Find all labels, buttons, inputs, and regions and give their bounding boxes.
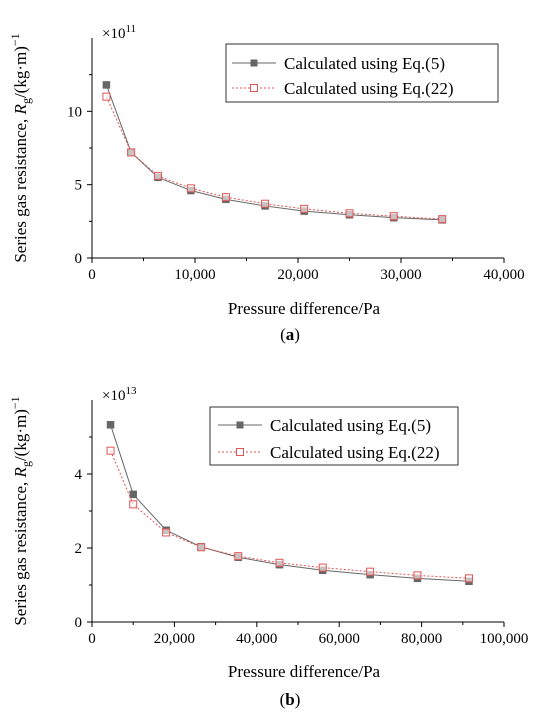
y-label-symbol: R [11,466,30,478]
x-tick-label: 0 [88,631,96,647]
x-axis-label: Pressure difference/Pa [228,299,381,318]
y-label-superscript: −1 [8,396,22,409]
y-tick-label: 0 [75,251,83,267]
data-point-series-2 [127,148,136,157]
data-point-series-2 [464,574,473,583]
data-point-series-1 [129,490,137,499]
x-tick-label: 40,000 [483,267,524,283]
data-point-series-2 [153,171,162,180]
axis-multiplier: ×1011 [102,23,136,42]
legend-marker-1 [250,59,258,67]
panel-label-close: ) [294,325,300,344]
x-axis-label: Pressure difference/Pa [228,662,381,681]
data-point-series-1 [102,81,111,89]
panel-label-close: ) [295,690,301,709]
series-line-2 [105,96,443,220]
multiplier-exponent: 13 [125,385,137,397]
legend-label-2: Calculated using Eq.(22) [270,443,440,462]
data-point-series-2 [261,199,270,208]
data-point-series-2 [275,558,284,567]
y-label-symbol: R [11,103,30,115]
x-tick-label: 30,000 [380,267,421,283]
panel-label-letter: b [285,690,294,709]
y-label-subscript: g [19,461,33,467]
x-tick-label: 0 [88,267,96,283]
chart-panel-a: 0 10,000 20,000 30,000 40,000 0 5 10 ×1011 Pressu… [8,23,525,344]
legend-label-1: Calculated using Eq.(5) [270,416,431,435]
data-point-series-1 [106,421,115,429]
y-axis-label: Series gas resistance, Rg/(kg·m)−1 [8,396,33,625]
x-tick-label: 60,000 [319,631,360,647]
y-tick-label: 4 [75,467,83,483]
data-point-series-2 [102,92,111,101]
data-point-series-2 [186,184,195,193]
panel-label-open: ( [280,325,286,344]
x-tick-label: 20,000 [154,631,195,647]
data-point-series-2 [438,215,447,224]
data-point-series-2 [413,571,422,580]
legend: Calculated using Eq.(5) Calculated using … [225,43,499,103]
y-tick-label: 0 [75,615,83,631]
data-point-series-2 [106,446,115,455]
data-point-series-2 [129,500,138,509]
y-tick-label: 2 [75,541,83,557]
legend-marker-1 [236,421,244,429]
panel-label-open: ( [280,690,286,709]
series-line-1 [105,84,443,221]
data-point-series-2 [318,563,327,572]
axis-multiplier: ×1013 [102,385,137,404]
panel-label: (b) [280,690,301,709]
data-point-series-2 [366,567,375,576]
y-tick-label: 10 [67,104,82,120]
multiplier-exponent: 11 [125,23,136,35]
series-line-1 [110,424,470,582]
data-point-series-2 [197,543,206,552]
series-line-2 [110,450,470,579]
y-label-text: Series gas resistance, [11,477,30,625]
legend-box [225,43,499,103]
legend-label-1: Calculated using Eq.(5) [284,54,445,73]
y-label-unit: /(kg·m) [11,409,30,461]
legend-label-2: Calculated using Eq.(22) [284,79,454,98]
data-point-series-2 [389,212,398,221]
panel-label: (a) [280,325,300,344]
x-tick-label: 100,000 [480,631,529,647]
data-point-series-2 [234,552,243,561]
y-label-unit: /(kg·m) [11,46,30,98]
multiplier-base: ×10 [102,26,125,42]
x-tick-label: 20,000 [277,267,318,283]
data-point-series-2 [345,209,354,218]
data-point-series-2 [221,193,230,202]
y-tick-label: 5 [75,178,83,194]
x-tick-label: 10,000 [174,267,215,283]
x-tick-label: 80,000 [401,631,442,647]
legend-marker-2 [236,448,244,456]
y-label-subscript: g [19,98,33,104]
legend-marker-2 [250,84,258,92]
legend: Calculated using Eq.(5) Calculated using … [209,406,459,466]
x-tick-label: 40,000 [236,631,277,647]
chart-panel-b: 0 20,000 40,000 60,000 80,000 100,000 0 2 4 ×1013… [8,385,528,709]
data-point-series-2 [162,528,171,537]
multiplier-base: ×10 [102,388,125,404]
data-point-series-2 [300,204,309,213]
y-label-superscript: −1 [8,33,22,46]
y-axis-label: Series gas resistance, Rg/(kg·m)−1 [8,33,33,262]
panel-label-letter: a [286,325,295,344]
y-label-text: Series gas resistance, [11,114,30,262]
legend-box [209,406,459,466]
